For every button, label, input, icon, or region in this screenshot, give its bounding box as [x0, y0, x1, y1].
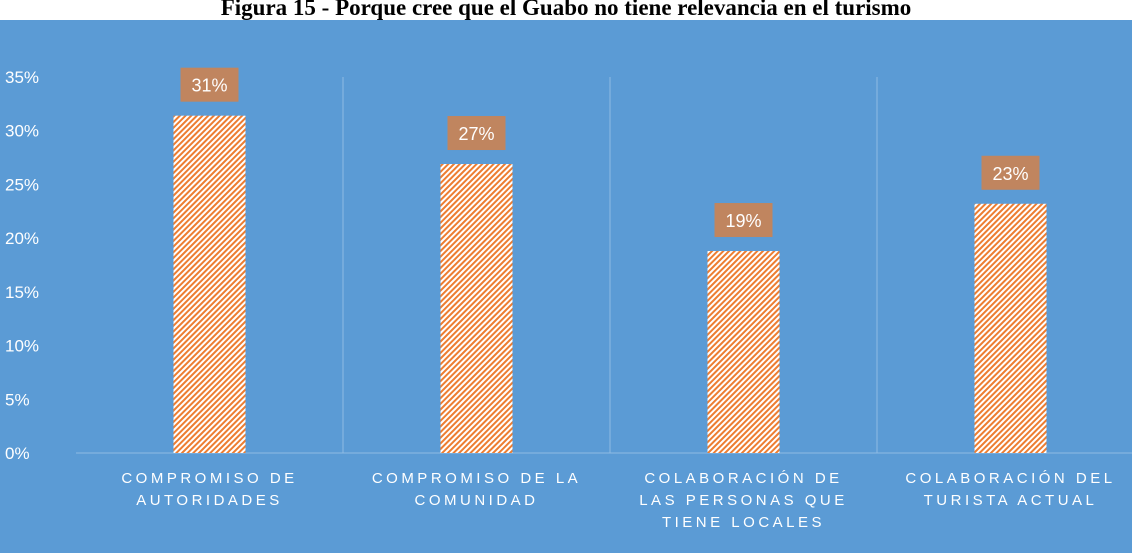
value-label: 19% — [725, 211, 761, 231]
y-tick-label: 35% — [5, 68, 39, 87]
value-label-box — [714, 203, 773, 238]
value-label-box — [981, 155, 1040, 190]
x-tick-label: COLABORACIÓN DEL TURISTA ACTUAL — [905, 470, 1115, 509]
value-label: 23% — [992, 164, 1028, 184]
y-tick-label: 10% — [5, 337, 39, 356]
y-tick-label: 30% — [5, 122, 39, 141]
bar — [974, 203, 1047, 453]
bar — [707, 251, 780, 453]
y-tick-label: 15% — [5, 283, 39, 302]
value-label-box — [447, 116, 506, 151]
y-tick-label: 25% — [5, 175, 39, 194]
x-tick-label: COMPROMISO DE LA COMUNIDAD — [372, 470, 581, 509]
bar — [173, 115, 246, 453]
value-label-box — [180, 67, 239, 102]
chart-title: Figura 15 - Porque cree que el Guabo no … — [221, 0, 912, 20]
bar — [440, 164, 513, 453]
x-tick-label: COLABORACIÓN DE LAS PERSONAS QUE TIENE LOC… — [639, 470, 848, 531]
y-tick-label: 0% — [5, 444, 30, 463]
value-label: 31% — [191, 76, 227, 96]
x-tick-label: COMPROMISO DE AUTORIDADES — [121, 470, 297, 509]
y-tick-label: 5% — [5, 390, 30, 409]
value-label: 27% — [458, 124, 494, 144]
y-tick-label: 20% — [5, 229, 39, 248]
